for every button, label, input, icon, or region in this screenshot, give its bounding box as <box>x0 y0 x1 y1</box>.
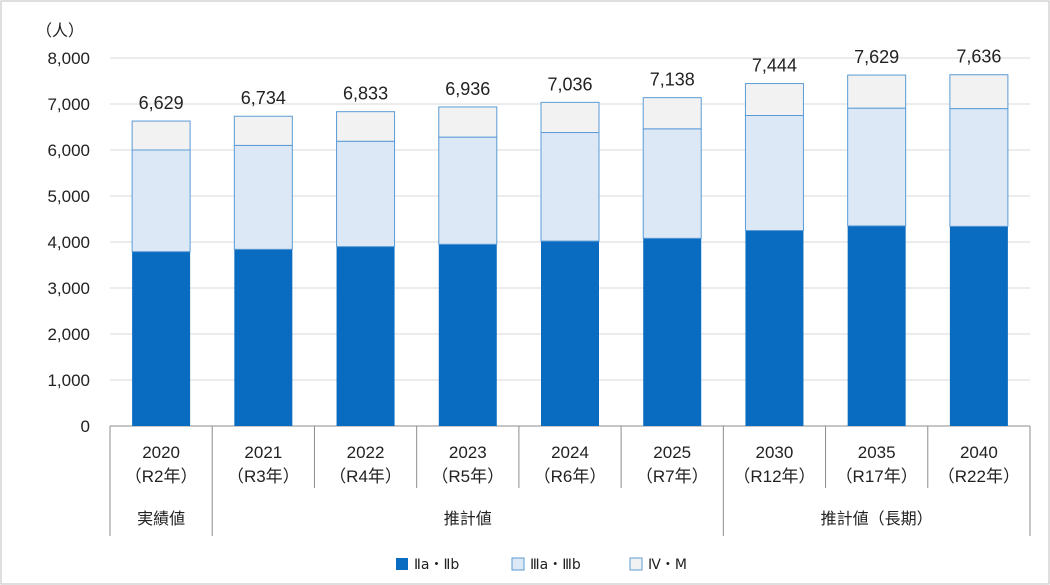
x-axis-table <box>109 426 1031 536</box>
bar-segment <box>233 144 293 250</box>
total-label: 6,936 <box>445 79 490 99</box>
total-label: 6,629 <box>139 93 184 113</box>
legend-swatch <box>629 557 643 571</box>
bar-segment <box>131 149 191 253</box>
group-label: 実績値 <box>137 509 185 528</box>
category-year: 2023 <box>449 443 487 462</box>
y-tick-label: 5,000 <box>47 187 90 206</box>
total-label: 7,036 <box>547 74 592 94</box>
bar-segment <box>438 106 498 138</box>
y-axis-unit-label: （人） <box>36 21 84 40</box>
y-tick-label: 8,000 <box>47 49 90 68</box>
bar-segment <box>744 115 804 231</box>
bar-segment <box>131 120 191 151</box>
bar-segment <box>132 251 191 426</box>
bar-segment <box>438 244 497 426</box>
bar-segment <box>540 101 600 134</box>
category-sublabel: （R6年） <box>534 467 607 486</box>
total-labels: 6,629 6,734 6,833 6,936 7,036 7,138 7,444 7,629… <box>139 47 1002 113</box>
bar-segment <box>643 238 702 426</box>
bar-segment <box>949 108 1009 227</box>
bar-segment <box>233 115 293 146</box>
category-sublabel: （R17年） <box>836 467 918 486</box>
category-year: 2040 <box>960 443 998 462</box>
legend-swatch <box>396 558 408 570</box>
bar-segment <box>847 225 906 426</box>
category-year: 2030 <box>756 443 794 462</box>
category-sublabel: （R7年） <box>636 467 709 486</box>
y-tick-label: 1,000 <box>47 371 90 390</box>
bar-segment <box>949 226 1008 426</box>
bar-segment <box>847 107 907 227</box>
y-axis-ticks: 0 1,000 2,000 3,000 4,000 5,000 6,000 7,000 8,00… <box>47 49 90 436</box>
category-year: 2025 <box>653 443 691 462</box>
x-axis-groups: 実績値 推計値 推計値（長期） <box>137 509 933 528</box>
bar-segment <box>744 83 804 116</box>
bar-segment <box>336 246 395 426</box>
y-tick-label: 7,000 <box>47 95 90 114</box>
bar-segment <box>336 111 396 142</box>
y-tick-label: 6,000 <box>47 141 90 160</box>
category-year: 2020 <box>142 443 180 462</box>
category-sublabel: （R22年） <box>938 467 1020 486</box>
category-sublabel: （R12年） <box>733 467 815 486</box>
category-year: 2021 <box>244 443 282 462</box>
category-year: 2035 <box>858 443 896 462</box>
category-year: 2022 <box>347 443 385 462</box>
y-tick-label: 0 <box>81 417 90 436</box>
category-sublabel: （R5年） <box>431 467 504 486</box>
total-label: 7,636 <box>956 47 1001 67</box>
category-sublabel: （R2年） <box>125 467 198 486</box>
y-tick-label: 2,000 <box>47 325 90 344</box>
total-label: 7,629 <box>854 47 899 67</box>
total-label: 7,444 <box>752 56 797 76</box>
bar-segment <box>642 97 702 130</box>
bars <box>131 74 1009 426</box>
x-axis-categories: 2020 （R2年） 2021 （R3年） 2022 （R4年） 2023 （R5年） 2024… <box>125 443 1020 486</box>
legend: Ⅱa・Ⅱb Ⅲa・Ⅲb Ⅳ・M <box>396 557 687 573</box>
category-sublabel: （R4年） <box>329 467 402 486</box>
bar-segment <box>234 249 293 426</box>
bar-segment <box>642 128 702 239</box>
total-label: 6,734 <box>241 88 286 108</box>
bar-segment <box>949 74 1009 110</box>
group-label: 推計値（長期） <box>821 509 933 528</box>
bar-segment <box>336 140 396 248</box>
bar-segment <box>540 132 600 242</box>
legend-label: Ⅳ・M <box>648 557 687 573</box>
bar-segment <box>541 241 599 426</box>
bar-segment <box>847 74 907 109</box>
total-label: 6,833 <box>343 84 388 104</box>
y-tick-label: 4,000 <box>47 233 90 252</box>
legend-swatch <box>511 557 525 571</box>
y-tick-label: 3,000 <box>47 279 90 298</box>
bar-segment <box>745 230 804 426</box>
category-sublabel: （R3年） <box>227 467 300 486</box>
group-label: 推計値 <box>444 509 492 528</box>
category-year: 2024 <box>551 443 589 462</box>
bar-segment <box>438 136 498 245</box>
total-label: 7,138 <box>650 70 695 90</box>
legend-label: Ⅲa・Ⅲb <box>530 557 581 573</box>
legend-label: Ⅱa・Ⅱb <box>414 557 459 573</box>
